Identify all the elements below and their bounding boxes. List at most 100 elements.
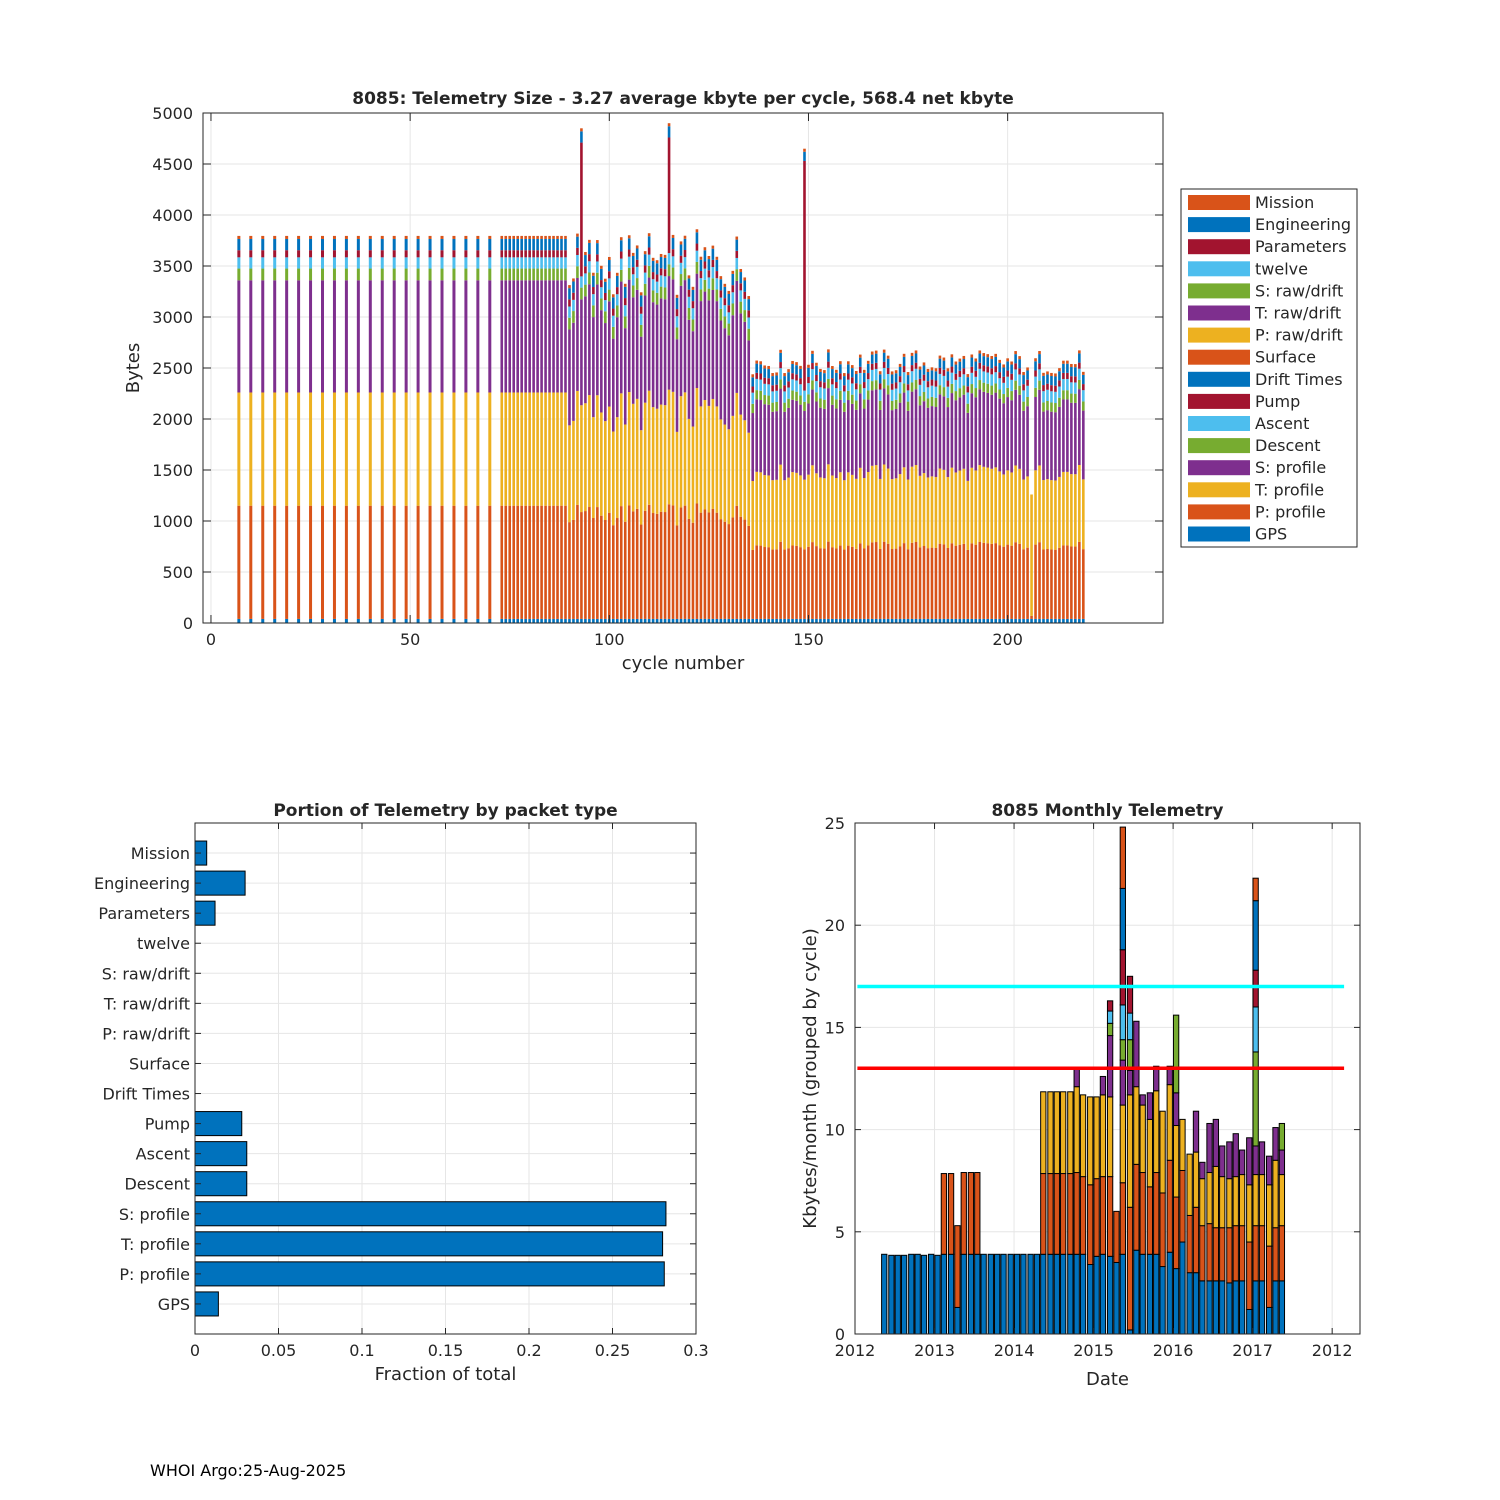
chart1-bar-segment	[719, 320, 723, 420]
chart1-bar-segment	[1066, 360, 1069, 364]
chart1-bar-segment	[1062, 471, 1065, 546]
chart1-bar-segment	[261, 257, 265, 269]
chart1-bar-segment	[297, 505, 301, 619]
chart1-bar-segment	[528, 250, 531, 258]
chart1-legend-swatch	[1188, 504, 1250, 520]
chart1-bar-segment	[815, 401, 818, 474]
chart1-bar-segment	[488, 505, 492, 619]
chart1-bar-segment	[532, 257, 535, 269]
chart1-bar-segment	[1042, 391, 1045, 403]
chart1-bar-segment	[615, 272, 619, 276]
chart3-bar-segment	[1119, 826, 1126, 889]
chart1-bar-segment	[767, 404, 770, 476]
chart1-bar-segment	[1050, 549, 1053, 619]
chart1-bar-segment	[635, 259, 639, 267]
chart1-bar-segment	[615, 518, 619, 619]
chart1-bar-segment	[847, 618, 850, 623]
chart1-bar-segment	[576, 277, 579, 391]
chart1-bar-segment	[751, 618, 755, 623]
chart1-bar-segment	[739, 272, 743, 284]
chart1-bar-segment	[807, 383, 810, 395]
chart1-bar-segment	[615, 275, 619, 288]
chart1-bar-segment	[763, 547, 766, 619]
chart1-bar-segment	[611, 315, 615, 327]
chart3-xtick-label: 2014	[994, 1341, 1035, 1360]
chart1-bar-segment	[416, 505, 420, 619]
chart1-legend-label: Descent	[1255, 436, 1321, 455]
chart1-bar-segment	[604, 520, 607, 619]
chart1-bar-segment	[592, 305, 595, 318]
chart1-bar-segment	[600, 298, 603, 311]
chart1-bar-segment	[1006, 397, 1009, 471]
chart1-bar-segment	[476, 280, 480, 393]
chart1-bar-segment	[926, 398, 930, 408]
chart1-bar-segment	[894, 373, 898, 383]
chart1-bar-segment	[1002, 364, 1005, 368]
chart1-bar-segment	[906, 390, 910, 402]
chart1-bar-segment	[1050, 411, 1053, 481]
chart1-bar-segment	[735, 269, 739, 281]
chart1-bar-segment	[850, 383, 854, 395]
chart1-bar-segment	[556, 268, 559, 281]
chart3-ytick-label: 5	[835, 1223, 845, 1242]
chart1-bar-segment	[775, 479, 778, 550]
chart1-bar-segment	[476, 235, 480, 239]
chart1-bar-segment	[651, 290, 655, 303]
chart1-bar-segment	[635, 289, 639, 399]
chart1-bar-segment	[707, 277, 711, 289]
chart3-bar-segment	[1106, 1255, 1114, 1335]
chart1-bar-segment	[982, 365, 986, 372]
chart1-bar-segment	[508, 257, 512, 269]
chart1-bar-segment	[699, 618, 703, 623]
chart3-xtick-label: 2012	[1312, 1341, 1353, 1360]
chart1-bar-segment	[695, 261, 699, 274]
chart1-bar-segment	[592, 417, 595, 519]
chart1-bar-segment	[994, 356, 997, 367]
chart3-bar-segment	[1232, 1280, 1239, 1335]
chart1-bar-segment	[894, 478, 898, 549]
chart1-bar-segment	[635, 245, 639, 249]
chart1-bar-segment	[831, 395, 834, 405]
chart1-bar-segment	[416, 257, 420, 269]
chart1-bar-segment	[831, 475, 834, 548]
chart1-bar-segment	[380, 618, 384, 623]
chart1-bar-segment	[564, 235, 567, 239]
chart1-bar-segment	[544, 250, 547, 258]
chart1-bar-segment	[596, 240, 599, 244]
chart3-bar-segment	[967, 1253, 975, 1335]
chart1-bar-segment	[285, 618, 289, 623]
chart1-bar-segment	[926, 387, 930, 399]
chart1-bar-segment	[755, 360, 758, 364]
chart1-bar-segment	[592, 518, 595, 619]
chart1-bar-segment	[759, 390, 762, 401]
chart1-bar-segment	[560, 392, 563, 506]
chart1-bar-segment	[747, 317, 751, 329]
chart1-bar-segment	[962, 359, 966, 369]
chart1-bar-segment	[950, 372, 954, 384]
chart1-bar-segment	[249, 268, 253, 281]
chart3-bar-segment	[1172, 1092, 1180, 1127]
chart1-bar-segment	[735, 239, 739, 251]
chart3-bar-segment	[1219, 1227, 1226, 1282]
chart1-bar-segment	[910, 355, 914, 366]
chart1-bar-segment	[938, 385, 942, 395]
chart3-bar-segment	[1192, 1206, 1200, 1274]
chart1-bar-segment	[962, 355, 966, 360]
chart1-bar-segment	[1078, 541, 1081, 619]
chart2-category-label: GPS	[158, 1295, 190, 1314]
chart1-bar-segment	[990, 359, 994, 369]
chart1-bar-segment	[711, 508, 715, 619]
chart1-bar-segment	[1038, 354, 1041, 364]
chart1-bar-segment	[540, 392, 543, 506]
chart1-bar-segment	[779, 379, 782, 389]
chart1-bar-segment	[1010, 361, 1013, 365]
chart1-bar-segment	[1046, 479, 1049, 550]
chart1-bar-segment	[978, 350, 982, 354]
chart1-bar-segment	[508, 238, 512, 251]
chart3-bar-segment	[1266, 1184, 1273, 1247]
chart1-bar-segment	[735, 505, 739, 619]
chart1-bar-segment	[285, 235, 289, 239]
chart3-bar-segment	[1252, 1051, 1259, 1147]
chart1-bar-segment	[779, 352, 782, 363]
chart1-bar-segment	[886, 618, 890, 623]
